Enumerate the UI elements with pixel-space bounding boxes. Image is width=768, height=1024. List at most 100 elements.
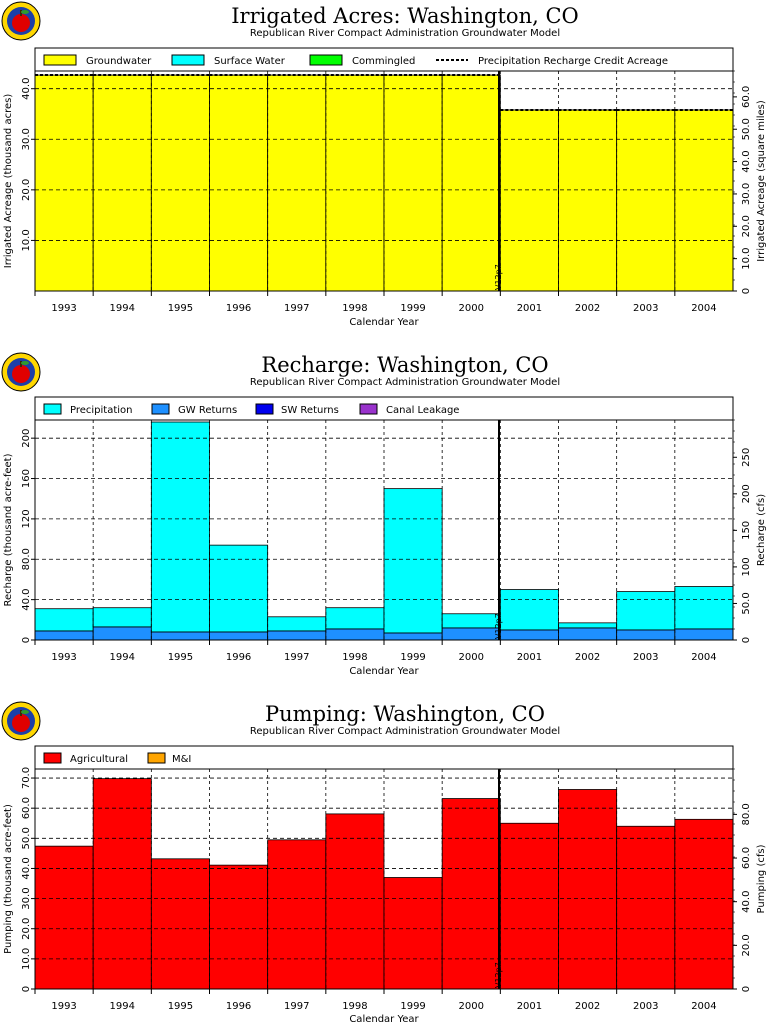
grid [35,420,733,640]
x-tick-label: 1993 [51,1001,76,1012]
x-tick-label: 1995 [168,1001,193,1012]
x-axis-labels: 1993 1994 1995 1996 1997 1998 1999 2000 2001 2002… [34,640,717,663]
legend-label: M&I [172,754,191,765]
left-tick-label: 120 [21,509,32,528]
right-axis-ticks: 0 10.0 20.0 30.0 40.0 50.0 60.0 [733,70,752,294]
legend-label: Surface Water [214,56,286,67]
x-tick-label: 1994 [110,1001,135,1012]
bar-precipitation-1998 [325,607,385,630]
bar-groundwater-2003 [616,109,676,292]
bar-gw-returns-1993 [34,630,94,641]
x-tick-label: 2001 [517,652,542,663]
legend-label: Commingled [352,56,415,67]
x-tick-label: 1996 [226,1001,251,1012]
x-tick-label: 1994 [110,303,135,314]
bar-gw-returns-2001 [499,629,559,641]
y-axis-label-left: Recharge (thousand acre-feet) [3,453,14,606]
x-tick-label: 1998 [342,652,367,663]
left-tick-label: 40.0 [21,589,32,611]
version-marker-label: V12p7 [494,962,503,988]
right-tick-label: 200 [741,484,752,503]
right-tick-label: 20.0 [741,215,752,237]
bar-gw-returns-1995 [150,631,210,641]
bar-agricultural-2004 [674,818,734,990]
right-axis-ticks: 0 20.0 40.0 60.0 80.0 [733,768,752,992]
bar-groundwater-1993 [34,74,94,292]
x-tick-label: 2003 [633,303,658,314]
right-tick-label: 20.0 [741,934,752,956]
bar-gw-returns-2004 [674,628,734,641]
right-tick-label: 150 [741,521,752,540]
bars [34,421,734,641]
version-marker-label: V12p7 [494,613,503,639]
apple-logo-icon [1,1,41,41]
version-marker: V12p7 [494,769,503,989]
legend-swatch-canal-leakage [359,403,378,415]
chart-subtitle: Republican River Compact Administration … [250,28,560,39]
x-tick-label: 2004 [691,1001,716,1012]
bar-agricultural-2002 [558,789,618,990]
bar-gw-returns-2003 [616,629,676,641]
x-tick-label: 2001 [517,303,542,314]
right-tick-label: 80.0 [741,803,752,825]
bar-gw-returns-1994 [92,626,152,641]
bar-agricultural-2001 [499,822,559,990]
x-tick-label: 2002 [575,303,600,314]
right-tick-label: 60.0 [741,86,752,108]
bar-gw-returns-1998 [325,628,385,641]
y-axis-label-left: Irrigated Acreage (thousand acres) [3,94,14,269]
y-axis-label-right: Irrigated Acreage (square miles) [756,100,767,262]
left-tick-label: 40.0 [21,857,32,879]
x-tick-label: 1993 [51,652,76,663]
version-marker: V12p7 [494,420,503,640]
recharge-chart: Recharge: Washington, CO Republican Rive… [1,352,767,677]
x-tick-label: 1993 [51,303,76,314]
x-tick-label: 1997 [284,303,309,314]
apple-logo-icon [1,352,41,392]
bar-precipitation-1996 [209,544,269,633]
left-axis-ticks: 10.0 20.0 30.0 40.0 [21,78,35,252]
x-tick-label: 1999 [400,1001,425,1012]
legend-label: Groundwater [86,56,152,67]
irrigated-acres-chart: Irrigated Acres: Washington, CO Republic… [1,1,767,328]
bar-gw-returns-1996 [209,631,269,641]
legend-label: GW Returns [178,405,237,416]
bar-agricultural-2003 [616,825,676,990]
bar-agricultural-1993 [34,845,94,990]
legend [34,745,734,770]
bar-precipitation-2003 [616,591,676,631]
bar-agricultural-1998 [325,813,385,990]
bar-precipitation-2001 [499,589,559,631]
legend-swatch-agricultural [43,752,62,764]
left-tick-label: 200 [21,429,32,448]
bar-groundwater-2001 [499,109,559,292]
bar-gw-returns-1999 [383,632,443,641]
legend-label: Precipitation Recharge Credit Acreage [478,56,668,67]
apple-logo-icon [1,701,41,741]
left-tick-label: 30.0 [21,128,32,150]
x-tick-label: 2000 [459,303,484,314]
legend [34,396,734,421]
x-tick-label: 2003 [633,1001,658,1012]
legend-swatch-mi [147,752,166,764]
x-tick-label: 2002 [575,1001,600,1012]
bar-agricultural-1997 [267,839,327,990]
bar-gw-returns-1997 [267,630,327,641]
right-tick-label: 100 [741,557,752,576]
x-tick-label: 1998 [342,303,367,314]
x-axis-labels: 1993 1994 1995 1996 1997 1998 1999 2000 2001 2002… [34,989,717,1012]
grid [35,769,733,989]
bar-precipitation-2004 [674,586,734,630]
left-tick-label: 30.0 [21,887,32,909]
right-axis-ticks: 0 50.0 100 150 200 250 [733,419,752,643]
right-tick-label: 0 [741,288,752,294]
bar-gw-returns-2002 [558,627,618,641]
chart-subtitle: Republican River Compact Administration … [250,377,560,388]
legend-swatch-gw-returns [151,403,170,415]
right-tick-label: 50.0 [741,118,752,140]
bar-groundwater-2004 [674,109,734,292]
legend-swatch-groundwater [43,54,77,66]
x-axis-label: Calendar Year [349,666,419,677]
left-tick-label: 20.0 [21,918,32,940]
